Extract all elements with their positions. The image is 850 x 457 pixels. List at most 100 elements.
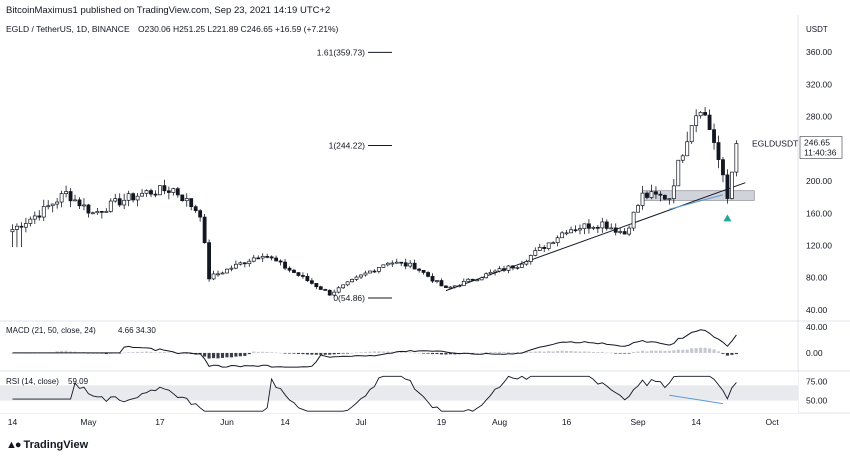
macd-bar [605,352,609,354]
macd-bar [489,351,493,353]
macd-bar [127,352,131,353]
candle-up [506,265,511,271]
candle-up [220,272,225,275]
macd-bar [301,352,305,355]
macd-bar [252,351,256,353]
macd-bar [560,350,564,353]
macd-bar [600,351,604,353]
macd-bar [725,352,730,356]
candle-up [247,260,252,265]
macd-bar [310,352,314,355]
candle-down [654,191,658,195]
macd-bar [453,352,457,355]
macd-bar [618,352,622,354]
tradingview-logo[interactable]: ▲● TradingView [6,439,88,451]
candle-down [613,227,618,233]
macd-bar [430,352,435,355]
macd-bar [292,352,296,354]
macd-bar [314,352,318,355]
macd-bar [171,352,175,354]
candle-up [32,215,37,220]
macd-bar [279,352,283,354]
price-divergence-line [669,194,724,210]
fib-label: 0(54.86) [333,293,365,303]
last-price-box [799,136,843,159]
price-tick-label: 120.00 [806,241,832,251]
macd-bar [194,352,198,354]
candle-down [37,215,42,218]
macd-bar [323,352,327,355]
macd-bar [149,351,153,353]
candle-down [327,289,332,296]
macd-pane [10,329,738,368]
candle-up [466,278,471,282]
macd-bar [730,352,734,355]
candle-down [77,199,82,207]
macd-bar [296,352,301,355]
macd-bar [502,351,506,353]
macd-bar [475,352,479,354]
candle-up [488,271,493,275]
macd-bar [529,351,533,353]
candle-up [729,171,734,199]
candle-up [461,280,466,287]
candle-down [175,188,180,196]
candle-up [408,262,413,267]
macd-bar [547,351,551,353]
candle-up [140,192,144,197]
macd-bar [377,351,381,353]
macd-bar [426,352,430,354]
candle-down [403,262,408,267]
candle-up [618,231,623,233]
candle-up [569,229,573,234]
candle-down [502,268,506,271]
macd-bar [73,351,77,353]
candle-up [457,285,462,288]
candle-up [484,273,489,279]
candle-up [385,262,390,266]
macd-bar [211,352,216,359]
price-tick-label: 200.00 [806,176,832,186]
macd-bar [68,351,73,353]
candle-up [694,115,699,126]
candle-up [50,203,55,207]
macd-bar [640,350,645,353]
macd-bar [672,350,676,353]
candle-down [587,223,591,229]
macd-bar [515,352,519,353]
candle-down [721,159,725,176]
candle-up [564,232,569,235]
candle-up [524,261,529,265]
candle-up [332,291,337,296]
macd-bar [332,352,336,355]
macd-bar [435,352,439,355]
price-tick-label: 160.00 [806,208,832,218]
candle-down [202,216,207,243]
macd-bar [104,352,108,355]
macd-bar [578,351,582,353]
candle-up [519,263,524,268]
candle-down [622,231,627,235]
candle-up [108,200,113,212]
macd-bar [238,352,242,357]
candle-up [649,191,654,198]
macd-bar [131,352,135,353]
macd-bar [354,352,359,354]
candle-up [122,199,127,206]
candle-up [394,261,399,264]
candle-up [359,274,363,278]
macd-bar [716,351,721,353]
candle-down [86,204,91,214]
candle-down [318,286,323,290]
macd-bar [185,352,189,354]
candle-up [448,286,453,289]
candle-down [439,280,444,287]
macd-bar [216,352,220,359]
fib-label: 1(244.22) [329,140,366,150]
candle-down [269,256,274,259]
time-tick-label: Oct [766,417,780,427]
macd-bar [596,351,600,353]
candle-up [23,223,28,228]
last-price-countdown: 11:40:36 [804,148,837,158]
candle-down [399,261,404,264]
